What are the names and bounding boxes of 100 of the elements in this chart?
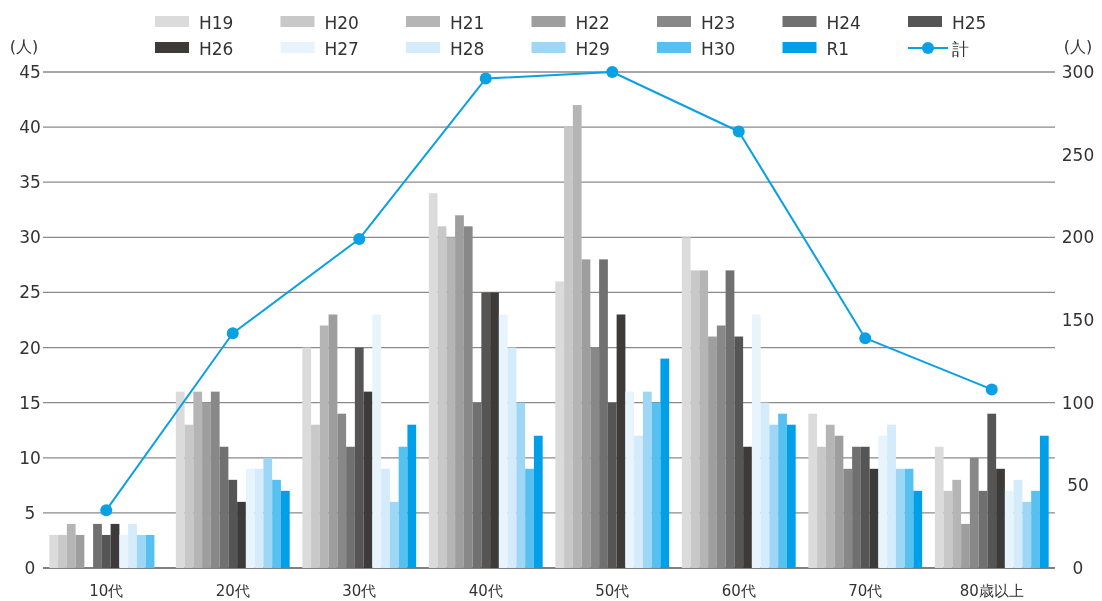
point — [732, 125, 745, 138]
bar — [887, 424, 896, 568]
bar — [869, 468, 879, 568]
legend-label: H23 — [701, 13, 736, 33]
bar — [237, 501, 246, 568]
bar — [245, 468, 255, 568]
bar — [254, 468, 264, 568]
point — [353, 232, 366, 245]
bar — [843, 468, 853, 568]
bar — [490, 292, 499, 568]
x-tick-label: 80歳以上 — [959, 582, 1024, 600]
bar — [311, 424, 320, 568]
bar — [817, 446, 826, 568]
bar — [533, 435, 543, 568]
y-tick-label: 20 — [19, 337, 41, 358]
bar — [616, 314, 626, 568]
y2-tick-label: 200 — [1061, 227, 1095, 248]
legend-label: H30 — [701, 39, 736, 59]
bar — [952, 479, 962, 568]
y2-axis-title: (人) — [1063, 37, 1093, 56]
bar — [1013, 479, 1023, 568]
bar — [1031, 490, 1040, 568]
bar — [878, 435, 888, 568]
bar — [498, 314, 508, 568]
y-axis-title: (人) — [9, 37, 39, 56]
bar — [363, 391, 373, 568]
y2-tick-label: 100 — [1061, 392, 1095, 413]
y-tick-label: 25 — [19, 282, 41, 303]
bar — [119, 534, 129, 568]
point — [859, 332, 872, 345]
bar — [808, 413, 818, 568]
bar — [978, 490, 988, 568]
bar — [634, 435, 643, 568]
bar — [564, 127, 573, 568]
bar — [642, 391, 652, 568]
bar — [996, 468, 1005, 568]
bar — [825, 424, 835, 568]
bar — [769, 424, 779, 568]
bar — [455, 215, 464, 568]
legend-label: 計 — [952, 39, 969, 59]
bar — [961, 523, 970, 568]
bar — [337, 413, 347, 568]
point — [606, 66, 619, 78]
bar — [1022, 501, 1032, 568]
x-tick-label: 70代 — [848, 582, 883, 600]
bar — [398, 446, 408, 568]
bar — [346, 446, 355, 568]
y2-tick-label: 150 — [1061, 310, 1095, 330]
point — [479, 72, 492, 85]
legend-label: H19 — [199, 13, 234, 33]
legend-label: H24 — [826, 13, 861, 33]
bar — [904, 468, 914, 568]
x-tick-label: 40代 — [468, 582, 503, 600]
y-tick-label: 5 — [24, 502, 36, 523]
bar — [272, 479, 281, 568]
y2-tick-label: 50 — [1067, 475, 1089, 496]
bar — [913, 490, 923, 568]
bar — [943, 490, 953, 568]
bar — [725, 270, 735, 568]
bar — [437, 226, 447, 568]
x-tick-label: 10代 — [89, 582, 124, 600]
bar — [184, 424, 194, 568]
bar — [625, 391, 635, 568]
bar — [319, 325, 329, 568]
bar — [193, 391, 203, 568]
legend-label: H21 — [450, 13, 485, 33]
bar — [760, 402, 770, 568]
bar — [93, 523, 102, 568]
bar — [852, 446, 861, 568]
bar — [389, 501, 399, 568]
y-tick-label: 40 — [19, 117, 41, 138]
bar — [934, 446, 944, 568]
bar — [428, 193, 438, 568]
legend-label: H25 — [952, 13, 987, 33]
legend-label: H29 — [575, 39, 610, 59]
bar — [446, 237, 456, 568]
legend-label: R1 — [826, 39, 850, 59]
x-tick-label: 50代 — [595, 582, 630, 600]
bar — [525, 468, 534, 568]
bar — [66, 523, 76, 568]
bar — [472, 402, 482, 568]
bar — [708, 336, 717, 568]
y-tick-label: 35 — [19, 172, 41, 193]
bar — [328, 314, 338, 568]
x-tick-label: 30代 — [342, 582, 377, 600]
bar — [716, 325, 726, 568]
bar — [302, 347, 312, 568]
bar — [372, 314, 382, 568]
legend-label: H26 — [199, 39, 234, 59]
y-tick-label: 45 — [19, 62, 41, 82]
bar — [834, 435, 844, 568]
bar — [136, 534, 146, 568]
bar — [1039, 435, 1049, 568]
bar — [660, 358, 670, 568]
point — [226, 327, 239, 340]
y2-tick-label: 0 — [1072, 558, 1084, 578]
legend-label: H28 — [450, 39, 485, 59]
y-tick-label: 0 — [24, 558, 36, 578]
bar — [263, 457, 273, 568]
legend-label: H27 — [324, 39, 359, 59]
